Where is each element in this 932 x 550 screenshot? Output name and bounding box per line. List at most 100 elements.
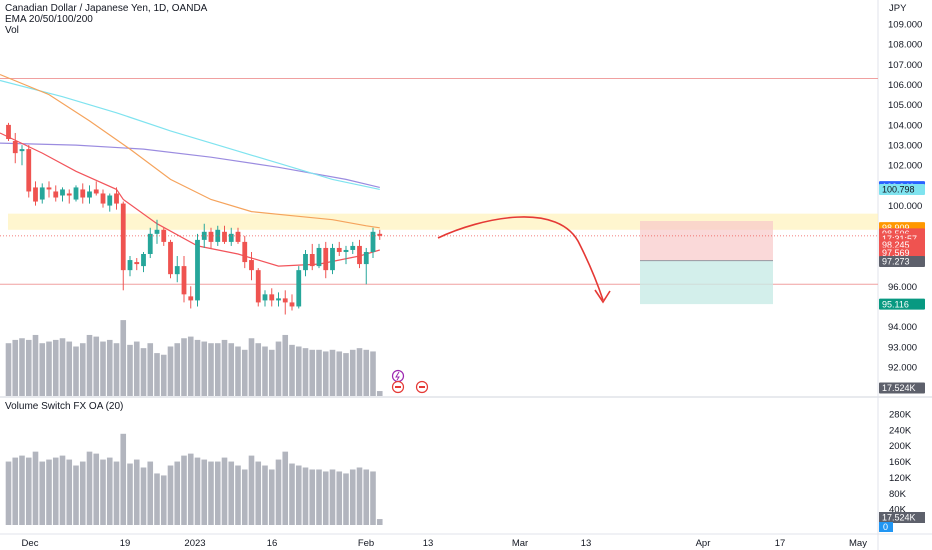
time-tick-label: 2023 bbox=[184, 538, 205, 549]
indicator-bar bbox=[336, 471, 343, 525]
candle bbox=[174, 256, 180, 283]
indicator-last-tag: 17.524K bbox=[879, 512, 925, 523]
stop-loss-zone bbox=[640, 220, 773, 261]
candle bbox=[208, 227, 214, 248]
svg-text:100.798: 100.798 bbox=[882, 185, 915, 195]
indicator-bar bbox=[268, 469, 275, 525]
volume-legend[interactable]: Vol bbox=[5, 25, 19, 36]
price-tag: 97.273 bbox=[879, 255, 925, 267]
indicator-bar bbox=[106, 457, 113, 525]
svg-text:95.116: 95.116 bbox=[882, 299, 909, 309]
volume-bar bbox=[187, 336, 194, 396]
volume-bar bbox=[147, 343, 154, 396]
indicator-bar bbox=[322, 471, 329, 525]
price-tick-label: 93.000 bbox=[888, 342, 917, 353]
volume-bar bbox=[282, 334, 289, 396]
volume-bar bbox=[275, 341, 282, 396]
candle bbox=[161, 227, 167, 246]
candle bbox=[323, 241, 329, 279]
volume-bar bbox=[52, 339, 59, 396]
candle bbox=[66, 189, 72, 204]
indicator-tick-label: 200K bbox=[889, 441, 912, 452]
indicator-bar bbox=[289, 463, 295, 525]
price-tag: 17.524K bbox=[879, 382, 925, 394]
candle bbox=[100, 189, 106, 208]
volume-bar bbox=[248, 338, 255, 396]
volume-bar bbox=[349, 349, 356, 396]
volume-bar bbox=[316, 349, 322, 396]
candle bbox=[296, 266, 302, 309]
indicator-bar bbox=[73, 465, 79, 525]
price-tick-label: 92.000 bbox=[888, 362, 917, 373]
indicator-bar bbox=[221, 457, 228, 525]
candle bbox=[350, 241, 356, 254]
indicator-bar bbox=[363, 469, 370, 525]
ema100-line bbox=[0, 79, 380, 190]
candle bbox=[303, 249, 308, 277]
candle bbox=[276, 292, 281, 307]
indicator-bar bbox=[255, 461, 262, 525]
candle bbox=[93, 181, 99, 196]
price-tag: 97.569 bbox=[879, 247, 925, 259]
ema50-line bbox=[0, 73, 380, 229]
candle bbox=[357, 239, 362, 269]
indicator-bar bbox=[248, 455, 255, 525]
events-row[interactable] bbox=[391, 369, 429, 394]
candle bbox=[309, 243, 315, 271]
volume-bar bbox=[154, 353, 160, 396]
candle bbox=[114, 187, 119, 210]
price-tick-label: 106.000 bbox=[888, 80, 922, 91]
time-tick-label: 13 bbox=[581, 538, 592, 549]
indicator-bar bbox=[32, 451, 39, 525]
indicator-bar bbox=[113, 461, 120, 525]
candle bbox=[262, 290, 268, 307]
volume-bar bbox=[113, 343, 120, 396]
volume-bar bbox=[201, 341, 208, 396]
indicator-bar bbox=[349, 469, 356, 525]
volume-bar bbox=[86, 334, 93, 396]
lightning-icon[interactable] bbox=[391, 369, 405, 383]
volume-bar bbox=[32, 334, 39, 396]
volume-bar bbox=[214, 343, 221, 396]
volume-bar bbox=[181, 338, 187, 396]
indicator-legend[interactable]: Volume Switch FX OA (20) bbox=[5, 401, 123, 412]
indicator-tick-label: 40K bbox=[889, 505, 907, 516]
indicator-zero-tag: 0 bbox=[879, 522, 893, 532]
candle bbox=[46, 181, 52, 198]
indicator-tick-label: 160K bbox=[889, 457, 912, 468]
svg-text:98.909: 98.909 bbox=[882, 223, 910, 233]
indicator-bar bbox=[201, 459, 208, 525]
indicator-bar bbox=[370, 471, 376, 525]
volume-bar bbox=[208, 343, 214, 396]
volume-bar bbox=[295, 346, 302, 396]
indicator-bar bbox=[343, 473, 349, 525]
indicator-tick-label: 240K bbox=[889, 425, 912, 436]
volume-bar bbox=[329, 349, 336, 396]
candle bbox=[255, 268, 261, 307]
candle bbox=[370, 227, 376, 259]
candle bbox=[154, 219, 160, 244]
candle bbox=[53, 185, 59, 202]
volume-bar bbox=[5, 343, 12, 396]
volume-bar bbox=[194, 339, 201, 396]
indicator-bar bbox=[5, 461, 12, 525]
currency-label: JPY bbox=[889, 3, 907, 14]
indicator-bar bbox=[66, 459, 73, 525]
volume-bar bbox=[120, 320, 127, 396]
indicator-bar bbox=[46, 459, 52, 525]
volume-bar bbox=[309, 349, 316, 396]
indicator-bar bbox=[262, 465, 268, 525]
volume-bar bbox=[370, 351, 376, 396]
candle bbox=[188, 286, 194, 309]
price-tick-label: 94.000 bbox=[888, 322, 917, 333]
indicator-tick-label: 80K bbox=[889, 489, 907, 500]
candle bbox=[60, 187, 65, 202]
symbol-title[interactable]: Canadian Dollar / Japanese Yen, 1D, OAND… bbox=[5, 3, 208, 14]
indicator-bar bbox=[25, 457, 32, 525]
volume-bar bbox=[19, 338, 25, 396]
volume-bar bbox=[302, 348, 309, 396]
price-tick-label: 103.000 bbox=[888, 141, 922, 152]
ema-legend[interactable]: EMA 20/50/100/200 bbox=[5, 14, 93, 25]
volume-bar bbox=[255, 343, 262, 396]
